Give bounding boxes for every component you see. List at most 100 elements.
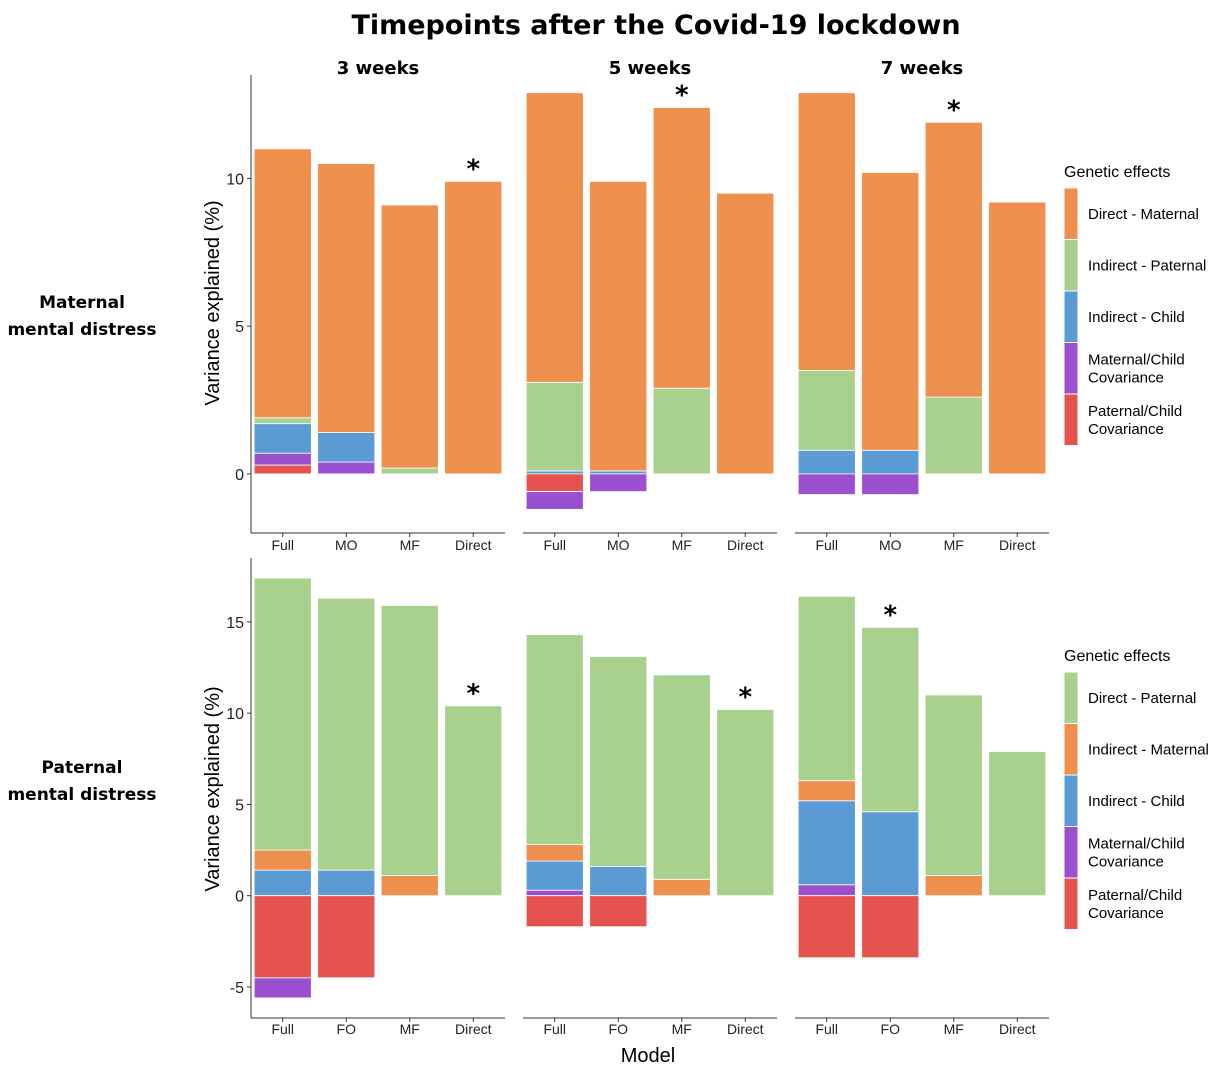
chart-row-2: Paternal mental distress Variance explaine… — [7, 558, 1209, 1037]
x-tick-label: MF — [400, 537, 420, 553]
bar-segment-red — [317, 895, 376, 979]
significance-star: * — [738, 683, 752, 713]
bar-segment-orange — [444, 180, 503, 475]
bar-segment-green — [589, 656, 648, 867]
y-tick-label: 10 — [226, 706, 244, 723]
x-tick-label: Full — [815, 1021, 838, 1037]
bar-segment-green — [988, 751, 1047, 897]
panel-title: 3 weeks — [337, 58, 420, 79]
significance-star: * — [947, 95, 961, 125]
legend-item: Direct - Maternal — [1063, 187, 1199, 240]
plot-area: Maternal mental distress Variance explaine… — [7, 58, 1208, 1037]
bar-segment-orange — [380, 875, 439, 897]
x-tick-label: Direct — [727, 537, 764, 553]
x-tick-label: Full — [543, 1021, 566, 1037]
bar-segment-green — [652, 387, 711, 475]
bar-segment-blue — [525, 470, 584, 475]
bar-segment-blue — [317, 432, 376, 463]
bar-segment-orange — [652, 107, 711, 389]
legend-swatch-red — [1063, 393, 1079, 446]
row-label-line: Paternal — [42, 758, 123, 778]
legend: Genetic effects Direct - Maternal Indirect… — [1063, 164, 1206, 446]
bar-segment-red — [253, 895, 312, 979]
chart-title: Timepoints after the Covid-19 lockdown — [351, 10, 960, 41]
x-axis-title: Model — [621, 1045, 675, 1067]
legend-label: Paternal/Child — [1088, 887, 1182, 904]
x-tick-label: Direct — [999, 1021, 1036, 1037]
x-tick-label: MF — [944, 537, 964, 553]
legend-swatch-blue — [1063, 290, 1079, 343]
legend-swatch-orange — [1063, 723, 1079, 776]
panel-1-2: 5 weeks Full MO MF * Direct — [523, 58, 777, 553]
bar-segment-purple — [253, 452, 312, 466]
panel-2-1: Full FO MF Direct * — [250, 558, 505, 1037]
bar-segment-orange — [716, 192, 775, 475]
x-tick-label: Direct — [727, 1021, 764, 1037]
bar-segment-green — [253, 577, 312, 851]
bar-segment-blue — [253, 423, 312, 454]
y-tick-label: -5 — [230, 980, 244, 997]
legend-swatch-red — [1063, 877, 1079, 930]
bar-segment-orange — [525, 92, 584, 383]
legend-swatch-green — [1063, 239, 1079, 292]
legend: Genetic effects Direct - Paternal Indirect… — [1063, 648, 1209, 930]
bar-segment-purple — [525, 889, 584, 897]
bar-segment-orange — [589, 180, 648, 472]
bar-segment-orange — [253, 849, 312, 871]
bar-segment-orange — [253, 148, 312, 419]
bar-segment-orange — [988, 201, 1047, 475]
bar-segment-orange — [861, 172, 920, 451]
bar-segment-blue — [253, 869, 312, 897]
legend-label: Covariance — [1088, 853, 1164, 870]
legend-label: Direct - Paternal — [1088, 690, 1196, 707]
bar-segment-green — [317, 597, 376, 871]
bar-segment-orange — [380, 204, 439, 469]
bar-segment-orange — [525, 844, 584, 862]
x-tick-label: FO — [881, 1021, 901, 1037]
legend-label: Covariance — [1088, 905, 1164, 922]
bar-segment-green — [652, 674, 711, 880]
legend-title: Genetic effects — [1064, 164, 1170, 181]
bar-segment-purple — [861, 473, 920, 495]
significance-star: * — [466, 154, 480, 184]
bar-segment-orange — [652, 878, 711, 897]
bar-segment-red — [253, 464, 312, 475]
bar-segment-green — [525, 381, 584, 472]
bar-segment-red — [861, 895, 920, 959]
legend-swatch-purple — [1063, 826, 1079, 879]
panel-2-2: Full FO MF Direct * — [523, 634, 777, 1037]
bar-segment-green — [380, 605, 439, 877]
y-tick-label: 5 — [235, 797, 244, 814]
row-label-line: mental distress — [7, 320, 156, 340]
panel-title: 7 weeks — [881, 58, 964, 79]
bar-segment-purple — [317, 461, 376, 475]
bar-segment-green — [861, 626, 920, 813]
x-tick-label: MO — [879, 537, 902, 553]
x-tick-label: MO — [335, 537, 358, 553]
bar-segment-orange — [924, 875, 983, 897]
significance-star: * — [466, 679, 480, 709]
bar-segment-orange — [317, 163, 376, 433]
bar-segment-green — [525, 634, 584, 845]
significance-star: * — [675, 81, 689, 111]
y-axis-title: Variance explained (%) — [202, 686, 224, 891]
bar-segment-purple — [797, 884, 856, 897]
x-tick-label: FO — [337, 1021, 357, 1037]
row-label-line: Maternal — [39, 293, 125, 313]
legend-label: Maternal/Child — [1088, 351, 1185, 368]
legend-label: Indirect - Maternal — [1088, 741, 1209, 758]
bar-segment-purple — [253, 977, 312, 999]
bar-segment-green — [924, 396, 983, 475]
bar-segment-purple — [797, 473, 856, 495]
bar-segment-blue — [525, 860, 584, 891]
bar-segment-blue — [317, 869, 376, 897]
bar-segment-orange — [797, 92, 856, 371]
legend-item: Indirect - Child — [1063, 290, 1185, 343]
bar-segment-green — [253, 417, 312, 425]
legend-swatch-orange — [1063, 187, 1079, 240]
x-tick-label: MO — [607, 537, 630, 553]
